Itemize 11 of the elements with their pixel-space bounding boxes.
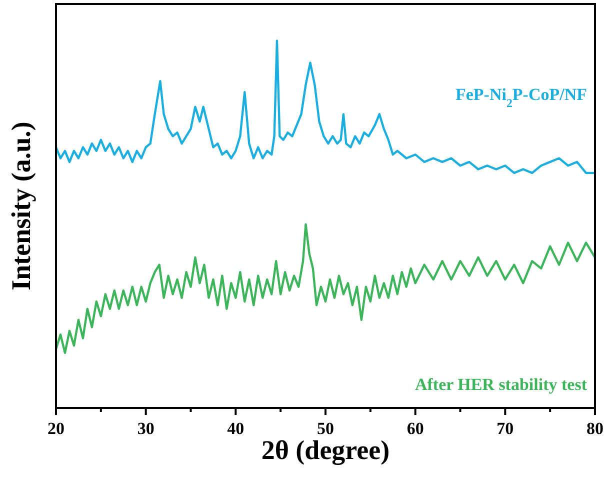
y-axis-title: Intensity (a.u.)	[6, 122, 36, 290]
x-tick-label: 60	[406, 419, 424, 438]
x-tick-label: 20	[48, 419, 64, 438]
text: After HER stability test	[414, 374, 588, 394]
x-axis-title: 2θ (degree)	[261, 435, 390, 465]
x-tick-label: 40	[227, 419, 244, 438]
text: FeP-Ni$_{2}$P-CoP/NF	[455, 85, 587, 110]
x-tick-label: 80	[586, 419, 604, 438]
x-tick-label: 50	[317, 419, 334, 438]
x-tick-label: 70	[496, 419, 514, 438]
x-tick-label: 30	[137, 419, 154, 438]
